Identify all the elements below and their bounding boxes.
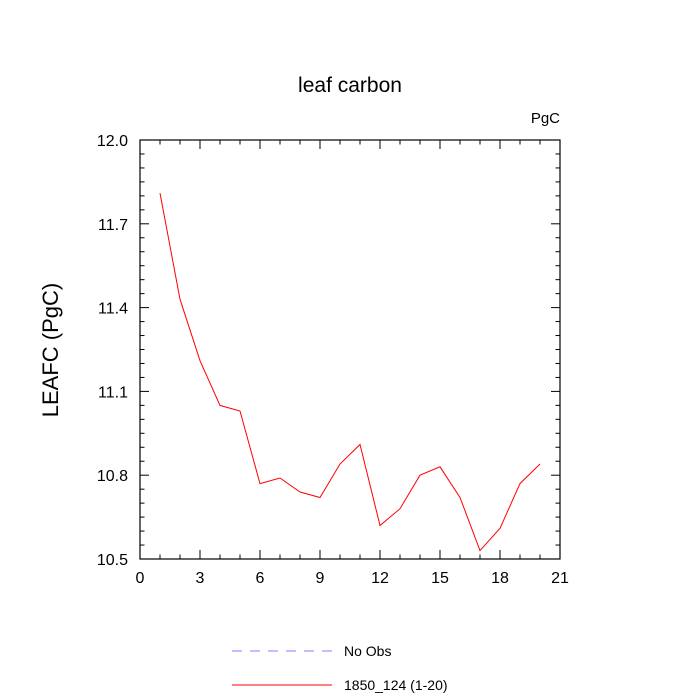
chart-title: leaf carbon [298,74,402,97]
x-tick-label: 12 [371,570,389,587]
x-tick-label: 9 [316,570,325,587]
y-tick-label: 10.8 [97,468,128,485]
series-lines [159,193,541,552]
y-tick-label: 12.0 [97,133,128,150]
legend-label-1850-124: 1850_124 (1-20) [344,677,448,693]
x-tick-label: 0 [136,570,145,587]
x-tick-label: 3 [196,570,205,587]
plot-frame [139,139,561,560]
x-tick-label: 6 [256,570,265,587]
y-tick-label: 11.1 [98,384,128,401]
y-tick-label: 10.5 [97,552,128,569]
legend-label-no-obs: No Obs [344,643,391,659]
x-tick-label: 15 [431,570,449,587]
x-tick-label: 18 [491,570,509,587]
units-label: PgC [531,110,560,127]
series-line-1 [159,193,541,552]
y-axis-label: LEAFC (PgC) [38,283,63,417]
legend: No Obs 1850_124 (1-20) [232,643,448,693]
y-tick-label: 11.4 [98,301,128,318]
axis-tick-labels: 0 3 6 9 12 15 18 21 10.5 10.8 11.1 11.4 11.7 12.0 [97,133,569,587]
y-tick-label: 11.7 [98,217,128,234]
x-tick-label: 21 [551,570,569,587]
axis-ticks [139,139,561,560]
